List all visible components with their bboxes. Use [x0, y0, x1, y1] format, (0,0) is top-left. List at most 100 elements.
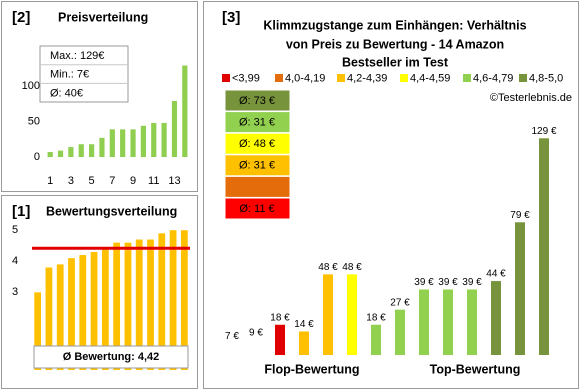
class-box: [224, 197, 291, 220]
bar: [124, 242, 132, 370]
value-label: 7 €: [225, 331, 239, 342]
bar: [89, 144, 95, 157]
x-tick-label: 3: [68, 175, 74, 187]
bar: [57, 150, 64, 157]
bar: [443, 289, 453, 355]
legend-swatch: [275, 74, 283, 82]
bar: [113, 242, 121, 370]
bar: [99, 137, 105, 157]
bar: [515, 222, 525, 355]
y-tick-label: 0: [34, 151, 40, 163]
x-tick-label: 9: [130, 175, 136, 187]
legend-label: 4,6-4,79: [473, 72, 513, 84]
bar: [47, 152, 53, 157]
bar: [120, 129, 126, 157]
chart-title: Preisverteilung: [58, 10, 148, 24]
legend-swatch: [222, 74, 230, 82]
bar: [78, 144, 84, 157]
legend-swatch: [519, 74, 527, 82]
value-label: 39 €: [414, 277, 434, 288]
bar: [169, 230, 177, 370]
source: ©Testerlebnis.de: [490, 92, 572, 104]
class-box: [224, 111, 291, 134]
bar: [299, 331, 309, 355]
value-label: 129 €: [531, 126, 556, 137]
bar: [182, 65, 188, 157]
stat: Max.: 129€: [50, 50, 104, 62]
bar: [109, 129, 115, 157]
bar: [158, 233, 166, 370]
class-label: Ø: 11 €: [239, 203, 274, 215]
class-label: Ø: 48 €: [239, 138, 275, 150]
bar: [135, 239, 143, 370]
x-tick-label: 11: [148, 175, 159, 187]
bar: [371, 324, 381, 355]
stat: Min.: 7€: [50, 69, 89, 81]
value-label: 9 €: [249, 328, 263, 339]
bar: [130, 129, 136, 157]
info-box: [39, 45, 129, 103]
bar: [34, 292, 42, 370]
class-label: Ø: 73 €: [239, 95, 275, 107]
legend-label: 4,0-4,19: [285, 72, 325, 84]
y-tick-label: 100: [22, 80, 40, 92]
legend-label: 4,2-4,39: [347, 72, 387, 84]
x-tick-label: 7: [109, 175, 115, 187]
value-label: 44 €: [486, 269, 506, 280]
class-box: [224, 175, 291, 198]
x-tick-label: 5: [89, 175, 95, 187]
class-label: Ø: 31 €: [239, 117, 275, 129]
value-label: 39 €: [438, 277, 458, 288]
legend-swatch: [463, 74, 471, 82]
bar: [491, 281, 501, 355]
value-label: 18 €: [366, 312, 386, 323]
bar: [347, 274, 357, 355]
bar: [161, 122, 167, 157]
bar: [45, 267, 53, 370]
chart-title: Klimmzugstange zum Einhängen: Verhältnis: [263, 18, 526, 32]
y-tick-label: 4: [12, 255, 18, 267]
panel-label: [1]: [12, 203, 30, 220]
value-label: 79 €: [510, 210, 530, 221]
bar: [101, 248, 109, 370]
value-label: 27 €: [390, 297, 410, 308]
legend-swatch: [337, 74, 345, 82]
chart-title: Bewertungsverteilung: [46, 204, 177, 218]
bar: [68, 258, 75, 370]
class-label: Ø: 31 €: [239, 160, 275, 172]
bar: [140, 125, 146, 157]
y-tick-label: 3: [12, 286, 18, 298]
value-label: 14 €: [294, 319, 314, 330]
bar: [467, 289, 477, 355]
bar: [395, 309, 405, 355]
stat: Ø: 40€: [50, 87, 83, 99]
class-box: [224, 89, 291, 112]
value-label: 39 €: [462, 277, 482, 288]
panel-label: [3]: [222, 9, 240, 26]
chart-title: Bestseller im Test: [342, 55, 449, 69]
bar: [68, 147, 74, 157]
mean-label: Ø Bewertung: 4,42: [63, 351, 160, 363]
bar: [171, 100, 178, 157]
bar: [151, 122, 157, 157]
value-label: 48 €: [318, 262, 338, 273]
bar: [147, 239, 154, 370]
mean-box: [33, 345, 189, 369]
legend-label: 4,4-4,59: [410, 72, 450, 84]
x-tick-label: 1: [47, 175, 53, 187]
value-label: 18 €: [270, 312, 290, 323]
bar: [251, 339, 261, 355]
legend-label: 4,8-5,0: [529, 72, 563, 84]
bar: [323, 274, 333, 355]
bar: [79, 255, 87, 370]
legend-swatch: [400, 74, 408, 82]
bar: [539, 138, 549, 355]
legend-label: <3,99: [232, 72, 260, 84]
y-tick-label: 50: [28, 115, 40, 127]
bar: [419, 289, 429, 355]
x-tick-label: 13: [168, 175, 180, 187]
value-label: 48 €: [342, 262, 362, 273]
bar: [56, 264, 64, 370]
group-label: Top-Bewertung: [430, 362, 521, 376]
